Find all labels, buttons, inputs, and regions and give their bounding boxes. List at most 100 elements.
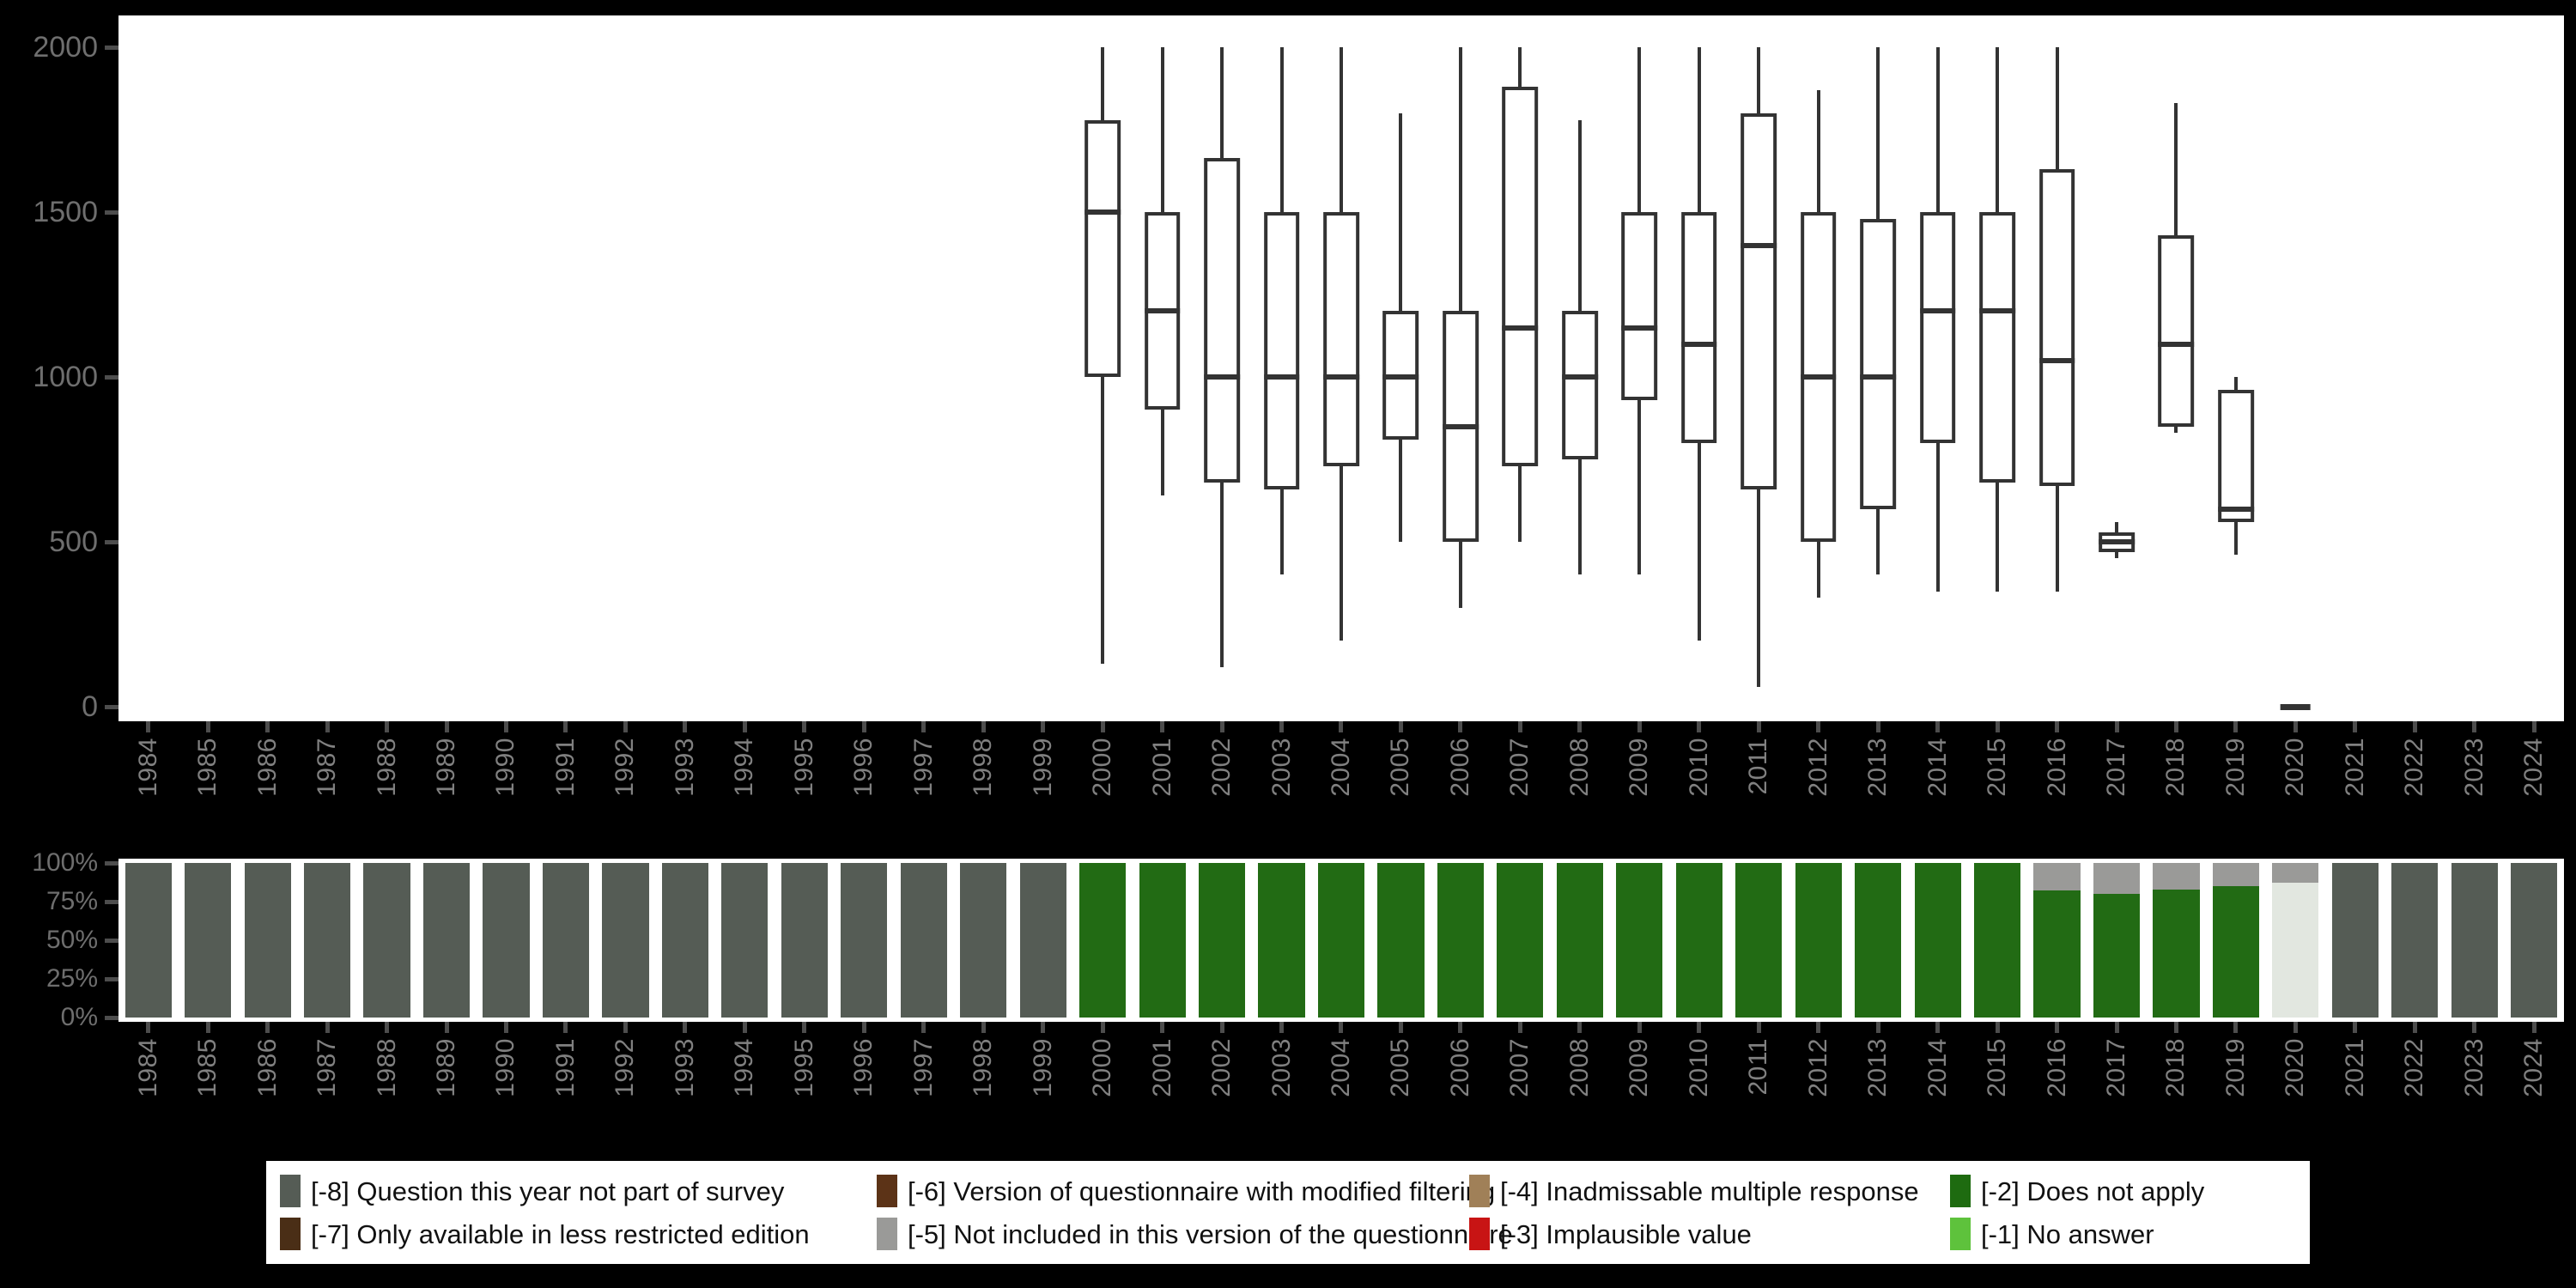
boxplot-2018 — [2147, 15, 2206, 721]
x-tick-label: 1990 — [491, 738, 520, 797]
boxplot-2012 — [1789, 15, 1848, 721]
boxplot-lower-whisker — [1160, 410, 1164, 496]
x-tick-mark — [1697, 1022, 1702, 1033]
boxplot-x-tick-2011: 2011 — [1729, 721, 1789, 841]
x-tick-label: 2021 — [2340, 1038, 2369, 1097]
boxplot-x-tick-2004: 2004 — [1311, 721, 1370, 841]
x-tick-label: 2000 — [1088, 1038, 1117, 1097]
x-tick-label: 2015 — [1983, 1038, 2012, 1097]
boxplot-x-tick-2007: 2007 — [1491, 721, 1550, 841]
boxplot-x-tick-2009: 2009 — [1610, 721, 1669, 841]
percent-tick-label: 100% — [32, 848, 98, 877]
x-tick-label: 2009 — [1625, 738, 1654, 797]
legend-item--1[interactable]: [-1] No answer — [1950, 1212, 2154, 1255]
x-tick-label: 2000 — [1088, 738, 1117, 797]
x-tick-mark — [2173, 1022, 2178, 1033]
stacked-bar-1985 — [185, 863, 232, 1018]
stacked-x-tick-1991: 1991 — [536, 1022, 595, 1142]
boxplot-2006 — [1431, 15, 1490, 721]
x-tick-label: 1996 — [849, 738, 878, 797]
stacked-bar-2014 — [1914, 863, 1961, 1018]
stacked-x-tick-2024: 2024 — [2505, 1022, 2564, 1142]
x-tick-mark — [1219, 1022, 1224, 1033]
x-tick-label: 2019 — [2221, 738, 2250, 797]
x-tick-mark — [1398, 1022, 1403, 1033]
stacked-bar-2001 — [1139, 863, 1186, 1018]
boxplot-iqr-box — [2038, 169, 2075, 486]
stacked-bar-2020 — [2272, 863, 2319, 1018]
stacked-bar-segment--2 — [1556, 863, 1603, 1018]
x-tick-label: 2012 — [1803, 738, 1832, 797]
x-tick-mark — [1577, 721, 1583, 732]
boxplot-x-tick-2024: 2024 — [2505, 721, 2564, 841]
stacked-bar-1989 — [422, 863, 471, 1018]
boxplot-median-line — [1323, 374, 1359, 380]
x-tick-mark — [1100, 721, 1105, 732]
boxplot-x-tick-2021: 2021 — [2325, 721, 2385, 841]
x-tick-mark — [2293, 721, 2298, 732]
legend-item--3[interactable]: [-3] Implausible value — [1469, 1212, 1752, 1255]
x-tick-mark — [2353, 721, 2358, 732]
boxplot-x-tick-1984: 1984 — [118, 721, 178, 841]
boxplot-median-line — [1621, 325, 1658, 331]
legend-item--7[interactable]: [-7] Only available in less restricted e… — [280, 1212, 810, 1255]
legend-item--6[interactable]: [-6] Version of questionnaire with modif… — [877, 1170, 1495, 1212]
boxplot-upper-whisker — [1458, 47, 1462, 312]
stacked-bar-segment--5 — [2093, 863, 2141, 894]
x-tick-mark — [2233, 721, 2239, 732]
boxplot-median-line — [1502, 325, 1539, 331]
x-tick-label: 2014 — [1923, 1038, 1952, 1097]
x-tick-mark — [1160, 721, 1165, 732]
x-tick-mark — [1279, 1022, 1285, 1033]
stacked-bar-segment--8 — [422, 863, 471, 1018]
x-tick-label: 2008 — [1564, 1038, 1594, 1097]
x-tick-mark — [1637, 721, 1642, 732]
x-tick-mark — [1160, 1022, 1165, 1033]
boxplot-x-tick-1989: 1989 — [416, 721, 476, 841]
legend-item--4[interactable]: [-4] Inadmissable multiple response — [1469, 1170, 1919, 1212]
boxplot-x-tick-1986: 1986 — [238, 721, 297, 841]
stacked-bar-segment--2 — [1317, 863, 1365, 1018]
x-tick-label: 2007 — [1505, 738, 1534, 797]
x-tick-label: 2020 — [2281, 1038, 2310, 1097]
count-tick-mark — [105, 539, 118, 544]
x-tick-label: 2013 — [1863, 738, 1893, 797]
boxplot-upper-whisker — [1339, 47, 1343, 213]
boxplot-lower-whisker — [2174, 426, 2178, 434]
stacked-bar-2024 — [2511, 863, 2558, 1018]
boxplot-iqr-box — [1502, 87, 1539, 466]
boxplot-x-axis: 1984 1985 1986 1987 1988 1989 1990 1991 1992 1993… — [118, 721, 2564, 841]
stacked-bar-segment--8 — [960, 863, 1007, 1018]
stacked-x-tick-2004: 2004 — [1311, 1022, 1370, 1142]
stacked-x-tick-2002: 2002 — [1192, 1022, 1251, 1142]
stacked-bar-segment--8 — [244, 863, 291, 1018]
stacked-bar-1991 — [542, 863, 590, 1018]
stacked-bar-segment--2 — [1198, 863, 1246, 1018]
stacked-bar-segment--8 — [2511, 863, 2558, 1018]
legend-item--5[interactable]: [-5] Not included in this version of the… — [877, 1212, 1513, 1255]
boxplot-panel — [118, 15, 2564, 721]
x-tick-mark — [2531, 1022, 2537, 1033]
stacked-bar-2016 — [2033, 863, 2081, 1018]
stacked-x-tick-2009: 2009 — [1610, 1022, 1669, 1142]
boxplot-iqr-box — [1204, 157, 1240, 483]
legend-item--8[interactable]: [-8] Question this year not part of surv… — [280, 1170, 784, 1212]
stacked-bar-2015 — [1974, 863, 2021, 1018]
legend-item--2[interactable]: [-2] Does not apply — [1950, 1170, 2204, 1212]
boxplot-x-tick-2010: 2010 — [1669, 721, 1728, 841]
stacked-bar-1998 — [960, 863, 1007, 1018]
boxplot-iqr-box — [1979, 212, 2015, 483]
x-tick-mark — [1041, 721, 1046, 732]
x-tick-mark — [921, 721, 927, 732]
count-tick-mark — [105, 374, 118, 380]
x-tick-label: 2014 — [1923, 738, 1952, 797]
x-tick-label: 1996 — [849, 1038, 878, 1097]
legend-row: [-7] Only available in less restricted e… — [280, 1212, 2296, 1255]
x-tick-mark — [325, 721, 330, 732]
stacked-bar-segment--8 — [2391, 863, 2439, 1018]
stacked-bar-1996 — [841, 863, 888, 1018]
stacked-bar-2007 — [1497, 863, 1544, 1018]
x-tick-mark — [861, 1022, 866, 1033]
x-tick-mark — [444, 1022, 449, 1033]
